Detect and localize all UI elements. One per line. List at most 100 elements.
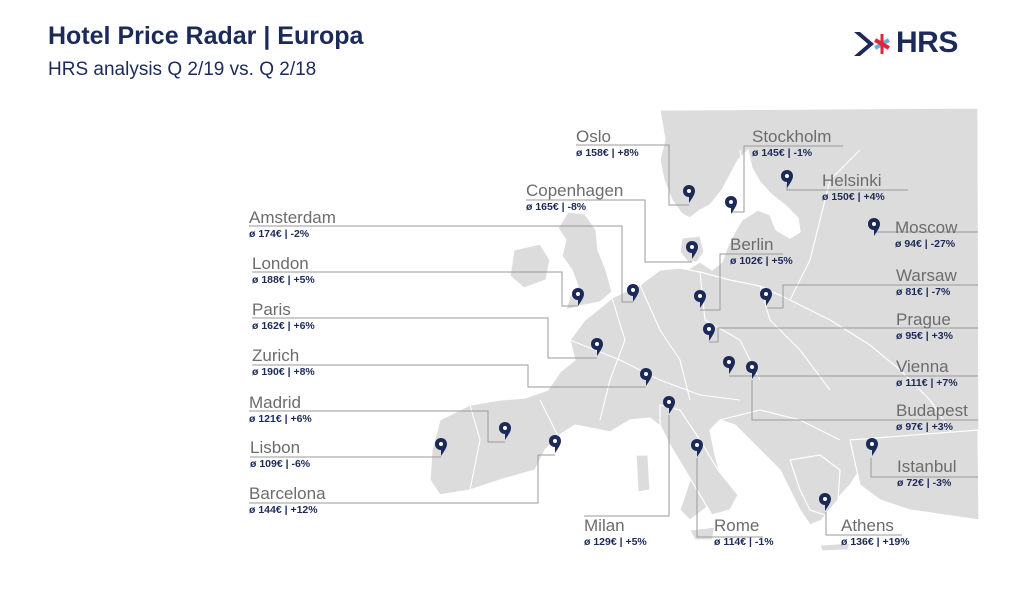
label-oslo: Oslo ø 158€ | +8% bbox=[576, 128, 639, 160]
city-name: Athens bbox=[841, 516, 894, 535]
pin-prague bbox=[703, 323, 715, 341]
leader-paris bbox=[252, 317, 597, 359]
hrs-logo-icon bbox=[854, 32, 890, 56]
leader-milan bbox=[584, 415, 670, 517]
leader-budapest bbox=[751, 380, 978, 421]
city-name: London bbox=[252, 254, 309, 273]
city-name: Rome bbox=[714, 516, 760, 535]
pin-istanbul bbox=[866, 438, 878, 456]
label-helsinki: Helsinki ø 150€ | +4% bbox=[822, 172, 885, 204]
hrs-logo: HRS bbox=[852, 26, 980, 62]
pin-stockholm bbox=[725, 196, 737, 214]
pin-amsterdam bbox=[627, 284, 639, 302]
label-budapest: Budapest ø 97€ | +3% bbox=[896, 402, 968, 434]
label-copenhagen: Copenhagen ø 165€ | -8% bbox=[526, 182, 623, 214]
land-sicily bbox=[689, 526, 716, 541]
leader-london bbox=[252, 271, 578, 307]
city-stats: ø 72€ | -3% bbox=[897, 477, 952, 489]
leader-oslo bbox=[576, 144, 689, 206]
city-stats: ø 136€ | +19% bbox=[841, 536, 910, 548]
city-name: Istanbul bbox=[897, 457, 957, 476]
label-rome: Rome ø 114€ | -1% bbox=[714, 517, 774, 549]
city-name: Stockholm bbox=[752, 127, 832, 146]
city-pins bbox=[435, 170, 880, 511]
pin-vienna bbox=[723, 356, 735, 374]
label-milan: Milan ø 129€ | +5% bbox=[584, 517, 647, 549]
city-stats: ø 109€ | -6% bbox=[250, 458, 311, 470]
city-stats: ø 190€ | +8% bbox=[252, 366, 315, 378]
pin-rome bbox=[691, 439, 703, 457]
city-stats: ø 158€ | +8% bbox=[576, 147, 639, 159]
city-stats: ø 162€ | +6% bbox=[252, 320, 315, 332]
city-name: Paris bbox=[252, 300, 291, 319]
land-italy bbox=[659, 404, 739, 516]
city-stats: ø 114€ | -1% bbox=[714, 536, 774, 548]
city-name: Helsinki bbox=[822, 171, 882, 190]
city-name: Prague bbox=[896, 310, 951, 329]
city-name: Milan bbox=[584, 516, 625, 535]
city-stats: ø 81€ | -7% bbox=[896, 286, 951, 298]
label-warsaw: Warsaw ø 81€ | -7% bbox=[896, 267, 957, 299]
label-amsterdam: Amsterdam ø 174€ | -2% bbox=[249, 209, 336, 241]
pin-budapest bbox=[746, 361, 758, 379]
hrs-logo-text: HRS bbox=[896, 26, 958, 59]
map-subtitle: HRS analysis Q 2/19 vs. Q 2/18 bbox=[48, 59, 317, 80]
label-london: London ø 188€ | +5% bbox=[252, 255, 315, 287]
city-stats: ø 129€ | +5% bbox=[584, 536, 647, 548]
city-name: Moscow bbox=[895, 218, 958, 237]
label-zurich: Zurich ø 190€ | +8% bbox=[252, 347, 315, 379]
city-name: Copenhagen bbox=[526, 181, 624, 200]
city-name: Vienna bbox=[896, 357, 949, 376]
leader-stockholm bbox=[731, 145, 843, 213]
label-stockholm: Stockholm ø 145€ | -1% bbox=[752, 128, 831, 160]
city-stats: ø 150€ | +4% bbox=[822, 191, 885, 203]
leader-lines bbox=[249, 144, 978, 538]
country-borders bbox=[469, 149, 861, 491]
label-athens: Athens ø 136€ | +19% bbox=[841, 517, 910, 549]
leader-berlin bbox=[700, 253, 783, 311]
city-stats: ø 111€ | +7% bbox=[896, 377, 958, 389]
pin-moscow bbox=[868, 218, 880, 236]
city-name: Berlin bbox=[730, 235, 774, 254]
pin-berlin bbox=[694, 290, 706, 308]
city-stats: ø 94€ | -27% bbox=[895, 238, 956, 250]
leader-rome bbox=[696, 458, 763, 538]
city-stats: ø 102€ | +5% bbox=[730, 255, 793, 267]
pin-lisbon bbox=[435, 438, 447, 456]
city-stats: ø 121€ | +6% bbox=[249, 413, 312, 425]
pin-paris bbox=[591, 338, 603, 356]
city-stats: ø 188€ | +5% bbox=[252, 274, 315, 286]
leader-zurich bbox=[252, 364, 646, 388]
city-name: Oslo bbox=[576, 127, 611, 146]
pin-madrid bbox=[499, 422, 511, 440]
label-paris: Paris ø 162€ | +6% bbox=[252, 301, 315, 333]
map-title: Hotel Price Radar | Europa bbox=[48, 22, 364, 50]
pin-london bbox=[572, 288, 584, 306]
land-masses bbox=[429, 107, 980, 552]
label-moscow: Moscow ø 94€ | -27% bbox=[895, 219, 957, 251]
city-stats: ø 145€ | -1% bbox=[752, 147, 813, 159]
leader-prague bbox=[709, 327, 978, 343]
pin-warsaw bbox=[760, 288, 772, 306]
label-madrid: Madrid ø 121€ | +6% bbox=[249, 394, 312, 426]
label-istanbul: Istanbul ø 72€ | -3% bbox=[897, 458, 957, 490]
city-stats: ø 165€ | -8% bbox=[526, 201, 587, 213]
city-name: Warsaw bbox=[896, 266, 957, 285]
leader-madrid bbox=[249, 410, 505, 443]
city-name: Budapest bbox=[896, 401, 968, 420]
city-name: Amsterdam bbox=[249, 208, 336, 227]
land-great-britain bbox=[557, 211, 613, 311]
pin-barcelona bbox=[549, 435, 561, 453]
city-stats: ø 95€ | +3% bbox=[896, 330, 953, 342]
label-prague: Prague ø 95€ | +3% bbox=[896, 311, 953, 343]
leader-amsterdam bbox=[249, 225, 633, 303]
leader-warsaw bbox=[767, 284, 978, 309]
pin-helsinki bbox=[781, 170, 793, 188]
leader-istanbul bbox=[870, 458, 978, 478]
land-crete bbox=[819, 542, 851, 552]
pin-zurich bbox=[640, 368, 652, 386]
label-lisbon: Lisbon ø 109€ | -6% bbox=[250, 439, 310, 471]
city-name: Lisbon bbox=[250, 438, 301, 457]
label-berlin: Berlin ø 102€ | +5% bbox=[730, 236, 793, 268]
